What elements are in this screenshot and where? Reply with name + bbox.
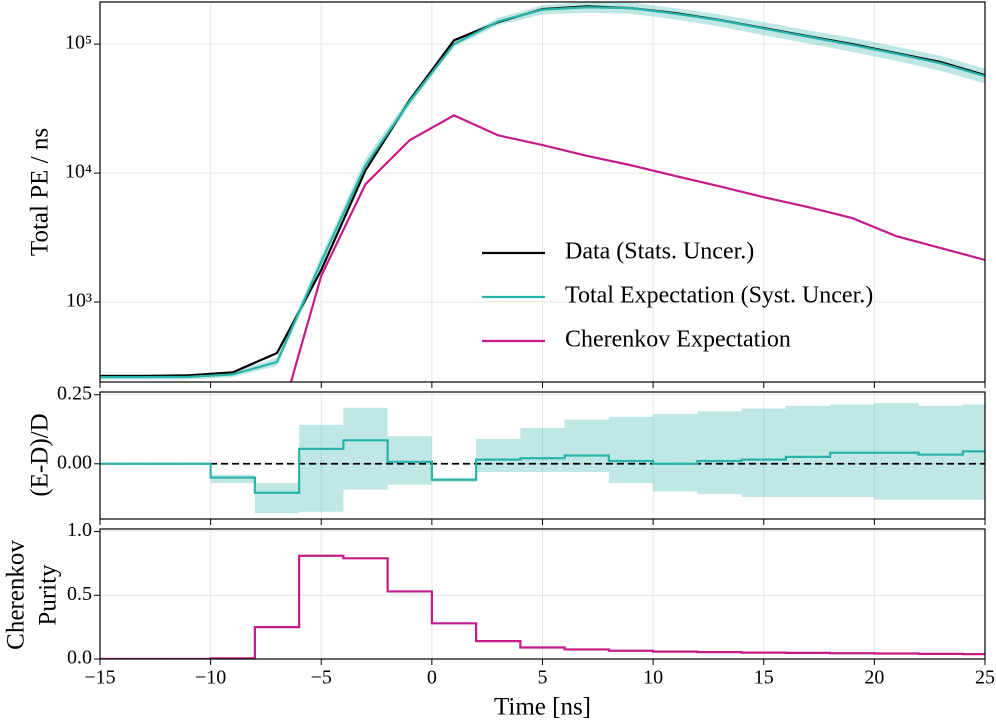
y-axis-label: (E-D)/D (27, 413, 54, 496)
x-tick-label: −15 (84, 667, 115, 689)
uncertainty-band (830, 404, 875, 497)
plot-area (100, 2, 985, 382)
uncertainty-band (210, 474, 255, 484)
uncertainty-band (299, 424, 344, 512)
y-tick-label: 0.0 (67, 647, 92, 669)
y-tick-label: 1.0 (67, 519, 92, 541)
y-tick-label: 0.25 (57, 382, 92, 404)
plot-area (100, 392, 985, 519)
uncertainty-band (254, 483, 300, 514)
x-tick-label: 20 (864, 667, 884, 689)
uncertainty-band (697, 411, 742, 495)
data-line (100, 6, 985, 379)
y-axis-label: Purity (35, 564, 62, 626)
x-tick-label: 25 (975, 667, 995, 689)
legend-label: Total Expectation (Syst. Uncer.) (565, 283, 873, 309)
uncertainty-band (520, 427, 565, 473)
legend-label: Data (Stats. Uncer.) (565, 239, 754, 265)
data-line (289, 114, 985, 382)
x-tick-label: −5 (311, 667, 332, 689)
axes-frame (99, 1, 986, 383)
y-tick-label: 0.00 (57, 451, 92, 473)
legend-label: Cherenkov Expectation (565, 327, 791, 353)
axes-frame (99, 391, 986, 520)
uncertainty-band (476, 438, 521, 473)
axes-frame (99, 528, 986, 660)
uncertainty-band (918, 405, 963, 500)
uncertainty-band (653, 414, 698, 492)
y-tick-label: 10⁴ (65, 161, 92, 183)
uncertainty-band (874, 403, 919, 500)
x-axis-label: Time [ns] (494, 694, 591, 721)
x-tick-label: −10 (195, 667, 226, 689)
y-axis-label: Cherenkov (3, 540, 30, 650)
uncertainty-band (741, 408, 786, 497)
x-tick-label: 0 (427, 667, 437, 689)
uncertainty-band (387, 436, 432, 485)
uncertainty-band (785, 405, 831, 497)
x-tick-label: 15 (754, 667, 774, 689)
y-tick-label: 10³ (66, 290, 92, 312)
y-tick-label: 10⁵ (65, 32, 92, 54)
uncertainty-band (608, 416, 654, 484)
y-axis-label: Total PE / ns (27, 128, 54, 256)
uncertainty-band (343, 407, 388, 490)
y-tick-label: 0.5 (67, 583, 92, 605)
x-tick-label: 10 (643, 667, 663, 689)
x-tick-label: 5 (538, 667, 548, 689)
plot-area (100, 529, 985, 659)
